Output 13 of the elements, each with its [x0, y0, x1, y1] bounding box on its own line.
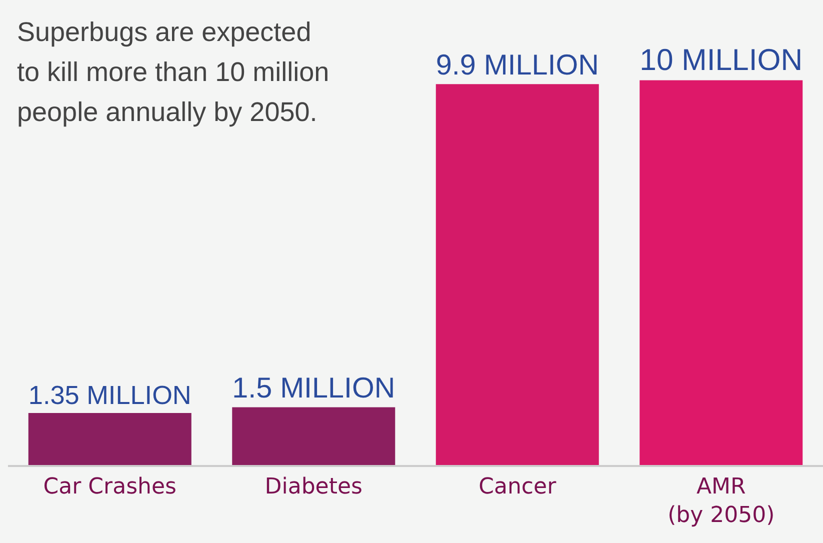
data-label: 9.9 MILLION	[436, 49, 599, 82]
x-tick-label: Cancer	[478, 474, 558, 500]
bar	[436, 84, 599, 465]
bar	[232, 407, 396, 465]
bar	[640, 80, 803, 465]
data-label: 10 MILLION	[640, 44, 803, 78]
data-label: 1.35 MILLION	[28, 380, 192, 410]
chart-title: Superbugs are expected to kill more than 10 million people annually by 2050.	[17, 16, 330, 129]
x-tick-label: Car Crashes	[43, 474, 176, 500]
bar	[28, 413, 192, 465]
data-label: 1.5 MILLION	[232, 372, 396, 405]
x-tick-label: AMR (by 2050)	[668, 474, 775, 528]
x-tick-label: Diabetes	[264, 474, 362, 500]
